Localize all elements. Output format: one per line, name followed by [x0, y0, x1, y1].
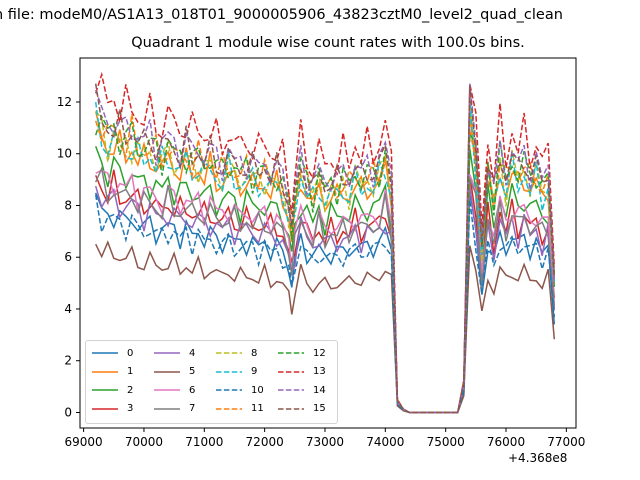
legend-label: 3 — [127, 403, 134, 414]
y-axis-ticks: 0 2 4 6 8 10 12 — [57, 95, 80, 419]
legend-label: 8 — [251, 347, 258, 359]
chart-legend: 0 1 2 3 4 5 6 7 8 9 10 11 12 13 14 15 — [85, 340, 338, 424]
x-tick-label: 75000 — [427, 435, 465, 449]
legend-swatch — [92, 370, 118, 373]
x-tick-label: 70000 — [125, 435, 163, 449]
legend-label: 1 — [127, 366, 134, 377]
legend-item-0: 0 — [90, 346, 133, 360]
legend-item-14: 14 — [276, 383, 326, 397]
y-tick-label: 4 — [64, 302, 72, 316]
legend-label: 5 — [189, 366, 196, 377]
legend-label: 15 — [313, 403, 326, 414]
series-layer — [94, 71, 556, 414]
legend-item-5: 5 — [152, 365, 195, 379]
x-axis-offset-label: +4.368e8 — [508, 451, 568, 465]
x-tick-label: 71000 — [185, 435, 223, 449]
legend-item-6: 6 — [152, 383, 195, 397]
legend-item-3: 3 — [90, 402, 133, 416]
series-line-5 — [95, 240, 556, 414]
x-axis-ticks: 69000 70000 71000 72000 73000 74000 75000 76000… — [65, 428, 585, 449]
legend-swatch — [278, 389, 304, 391]
x-tick-label: 76000 — [487, 435, 525, 449]
legend-item-11: 11 — [214, 402, 264, 416]
figure-suptitle: n file: modeM0/AS1A13_018T01_9000005906_… — [0, 7, 563, 23]
y-tick-label: 12 — [57, 95, 72, 109]
legend-item-9: 9 — [214, 365, 257, 379]
legend-swatch — [216, 407, 242, 410]
legend-label: 9 — [251, 366, 258, 377]
series-line-9 — [94, 100, 556, 414]
y-tick-label: 2 — [64, 354, 72, 368]
y-tick-label: 10 — [57, 147, 72, 161]
series-line-15 — [94, 83, 556, 414]
x-tick-label: 73000 — [306, 435, 344, 449]
x-tick-label: 74000 — [366, 435, 404, 449]
legend-swatch — [278, 352, 304, 354]
y-tick-label: 6 — [64, 250, 72, 264]
legend-label: 7 — [189, 403, 196, 414]
legend-swatch — [92, 407, 118, 410]
legend-item-4: 4 — [152, 346, 195, 360]
legend-item-10: 10 — [214, 383, 264, 397]
series-line-3 — [95, 169, 556, 414]
legend-swatch — [154, 407, 180, 410]
legend-label: 4 — [189, 347, 196, 359]
legend-label: 6 — [189, 384, 196, 396]
legend-label: 13 — [313, 366, 326, 377]
legend-swatch — [92, 352, 118, 354]
legend-label: 10 — [251, 384, 264, 396]
legend-item-1: 1 — [90, 365, 133, 379]
legend-label: 2 — [127, 384, 134, 396]
series-line-10 — [94, 194, 556, 414]
legend-swatch — [92, 389, 118, 391]
legend-item-13: 13 — [276, 365, 326, 379]
legend-swatch — [216, 389, 242, 391]
series-line-13 — [94, 71, 556, 414]
legend-label: 0 — [127, 347, 134, 359]
legend-swatch — [216, 370, 242, 373]
legend-item-12: 12 — [276, 346, 326, 360]
legend-item-15: 15 — [276, 402, 326, 416]
legend-item-2: 2 — [90, 383, 133, 397]
legend-swatch — [278, 370, 304, 373]
legend-label: 14 — [313, 384, 326, 396]
x-tick-label: 69000 — [65, 435, 103, 449]
legend-label: 11 — [251, 403, 264, 414]
legend-item-8: 8 — [214, 346, 257, 360]
series-line-7 — [95, 165, 556, 414]
x-tick-label: 77000 — [547, 435, 585, 449]
legend-swatch — [216, 352, 242, 354]
legend-swatch — [154, 370, 180, 373]
y-tick-label: 8 — [64, 198, 72, 212]
y-tick-label: 0 — [64, 405, 72, 419]
legend-swatch — [278, 407, 304, 410]
x-tick-label: 72000 — [246, 435, 284, 449]
chart-title: Quadrant 1 module wise count rates with … — [131, 35, 525, 51]
legend-swatch — [154, 389, 180, 391]
legend-swatch — [154, 352, 180, 354]
legend-label: 12 — [313, 347, 326, 359]
legend-item-7: 7 — [152, 402, 195, 416]
